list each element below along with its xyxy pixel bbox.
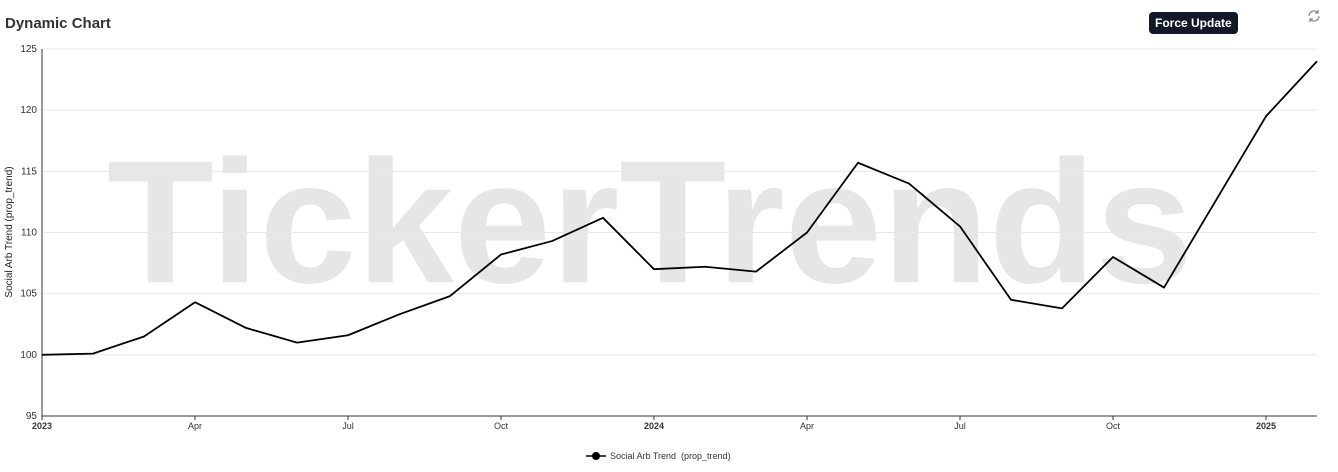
x-tick-label: 2024 bbox=[644, 421, 664, 431]
x-tick-label: Jul bbox=[954, 421, 966, 431]
x-tick-label: Oct bbox=[494, 421, 509, 431]
y-tick-label: 125 bbox=[20, 44, 37, 55]
y-tick-label: 105 bbox=[20, 289, 37, 300]
legend-label: Social Arb Trend (prop_trend) bbox=[610, 451, 731, 461]
chart-title: Dynamic Chart bbox=[5, 15, 111, 32]
watermark: TickerTrends bbox=[107, 125, 1193, 320]
x-tick-label: Jul bbox=[342, 421, 354, 431]
x-tick-label: 2025 bbox=[1256, 421, 1276, 431]
force-update-button[interactable]: Force Update bbox=[1149, 12, 1238, 34]
y-tick-label: 110 bbox=[21, 228, 37, 239]
x-tick-label: Apr bbox=[188, 421, 202, 431]
y-axis-label: Social Arb Trend (prop_trend) bbox=[4, 166, 15, 297]
x-tick-label: Apr bbox=[800, 421, 814, 431]
x-tick-label: Oct bbox=[1106, 421, 1121, 431]
legend-marker bbox=[592, 452, 600, 460]
y-tick-label: 100 bbox=[20, 350, 37, 361]
data-line bbox=[41, 60, 1318, 356]
y-tick-label: 115 bbox=[21, 166, 37, 177]
refresh-icon[interactable] bbox=[1308, 10, 1320, 22]
x-tick-label: 2023 bbox=[32, 421, 52, 431]
y-tick-label: 120 bbox=[20, 105, 37, 116]
legend: Social Arb Trend (prop_trend) bbox=[586, 451, 731, 461]
y-tick-label: 95 bbox=[26, 411, 38, 422]
